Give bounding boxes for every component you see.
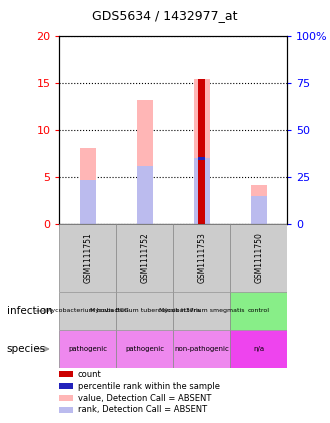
Text: infection: infection xyxy=(7,306,52,316)
Bar xyxy=(116,224,173,292)
Text: GSM1111753: GSM1111753 xyxy=(197,233,206,283)
Text: percentile rank within the sample: percentile rank within the sample xyxy=(78,382,219,391)
Bar xyxy=(251,196,267,224)
Bar xyxy=(194,79,210,224)
Text: Mycobacterium tuberculosis H37ra: Mycobacterium tuberculosis H37ra xyxy=(90,308,200,313)
Bar xyxy=(173,224,230,292)
Text: count: count xyxy=(78,370,101,379)
Text: non-pathogenic: non-pathogenic xyxy=(174,346,229,352)
Text: rank, Detection Call = ABSENT: rank, Detection Call = ABSENT xyxy=(78,405,207,415)
Text: control: control xyxy=(248,308,270,313)
Text: GSM1111750: GSM1111750 xyxy=(254,233,263,283)
Bar xyxy=(230,330,287,368)
Bar xyxy=(80,180,96,224)
Bar xyxy=(137,100,153,224)
Bar xyxy=(198,157,205,160)
Bar xyxy=(59,224,116,292)
Bar xyxy=(137,166,153,224)
Text: Mycobacterium smegmatis: Mycobacterium smegmatis xyxy=(159,308,245,313)
Bar xyxy=(230,224,287,292)
Text: species: species xyxy=(7,344,46,354)
Bar xyxy=(80,148,96,224)
Text: pathogenic: pathogenic xyxy=(125,346,164,352)
Bar xyxy=(116,292,173,330)
Text: GDS5634 / 1432977_at: GDS5634 / 1432977_at xyxy=(92,9,238,22)
Bar xyxy=(173,292,230,330)
Bar xyxy=(198,79,205,224)
Bar xyxy=(59,330,116,368)
Bar xyxy=(116,330,173,368)
Text: n/a: n/a xyxy=(253,346,264,352)
Text: value, Detection Call = ABSENT: value, Detection Call = ABSENT xyxy=(78,393,211,403)
Bar xyxy=(173,330,230,368)
Text: GSM1111752: GSM1111752 xyxy=(140,233,149,283)
Bar xyxy=(59,292,116,330)
Bar xyxy=(230,292,287,330)
Text: GSM1111751: GSM1111751 xyxy=(83,233,92,283)
Text: Mycobacterium bovis BCG: Mycobacterium bovis BCG xyxy=(47,308,129,313)
Bar xyxy=(194,158,210,224)
Text: pathogenic: pathogenic xyxy=(68,346,108,352)
Bar xyxy=(251,185,267,224)
